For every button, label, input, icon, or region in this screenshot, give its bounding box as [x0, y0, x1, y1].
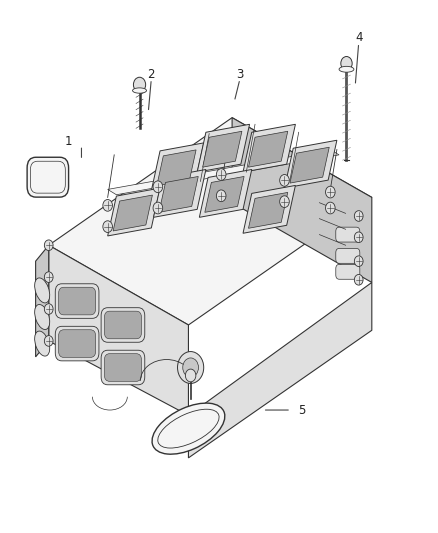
Circle shape — [354, 232, 363, 243]
Ellipse shape — [35, 278, 49, 303]
Circle shape — [44, 240, 53, 251]
FancyBboxPatch shape — [101, 350, 145, 385]
Polygon shape — [248, 192, 288, 228]
FancyBboxPatch shape — [336, 248, 360, 263]
Polygon shape — [49, 118, 372, 325]
Text: 1: 1 — [65, 135, 72, 148]
Ellipse shape — [35, 331, 49, 356]
Circle shape — [216, 190, 226, 201]
Ellipse shape — [35, 304, 49, 329]
FancyBboxPatch shape — [59, 330, 95, 358]
Polygon shape — [188, 282, 372, 458]
Circle shape — [44, 336, 53, 346]
Circle shape — [325, 202, 335, 214]
Polygon shape — [243, 124, 295, 172]
Polygon shape — [151, 143, 204, 191]
Polygon shape — [232, 118, 372, 282]
Polygon shape — [248, 131, 288, 167]
Polygon shape — [113, 195, 152, 231]
Polygon shape — [157, 150, 196, 186]
Circle shape — [183, 358, 198, 377]
Polygon shape — [197, 124, 250, 172]
Polygon shape — [153, 169, 206, 217]
FancyBboxPatch shape — [104, 354, 141, 381]
Circle shape — [216, 168, 226, 180]
Ellipse shape — [133, 88, 147, 93]
Text: 3: 3 — [236, 68, 244, 80]
Circle shape — [354, 256, 363, 266]
Circle shape — [185, 369, 196, 382]
Polygon shape — [108, 188, 160, 236]
Polygon shape — [203, 131, 242, 167]
Text: 5: 5 — [298, 403, 306, 416]
Circle shape — [280, 174, 289, 186]
FancyBboxPatch shape — [101, 308, 145, 342]
Circle shape — [103, 221, 113, 232]
Circle shape — [153, 181, 162, 192]
FancyBboxPatch shape — [27, 157, 69, 197]
Polygon shape — [285, 140, 337, 188]
Circle shape — [177, 352, 204, 383]
Polygon shape — [49, 245, 188, 415]
Polygon shape — [159, 176, 198, 212]
Text: 4: 4 — [355, 31, 363, 44]
Circle shape — [153, 202, 162, 214]
FancyBboxPatch shape — [55, 284, 99, 318]
Circle shape — [103, 199, 113, 211]
FancyBboxPatch shape — [104, 311, 141, 339]
Ellipse shape — [339, 66, 354, 72]
Circle shape — [280, 196, 289, 207]
Polygon shape — [290, 147, 329, 183]
FancyBboxPatch shape — [55, 326, 99, 361]
Circle shape — [354, 211, 363, 221]
Circle shape — [134, 77, 146, 92]
Ellipse shape — [158, 409, 219, 448]
FancyBboxPatch shape — [336, 227, 360, 242]
Ellipse shape — [152, 403, 225, 454]
FancyBboxPatch shape — [336, 264, 360, 279]
Circle shape — [44, 304, 53, 314]
Circle shape — [325, 186, 335, 198]
Polygon shape — [199, 169, 252, 217]
Polygon shape — [35, 245, 49, 357]
FancyBboxPatch shape — [59, 287, 95, 315]
Polygon shape — [243, 185, 295, 233]
Polygon shape — [108, 150, 339, 195]
Text: 2: 2 — [148, 68, 155, 80]
Circle shape — [354, 274, 363, 285]
Circle shape — [341, 56, 352, 70]
Circle shape — [44, 272, 53, 282]
Polygon shape — [205, 176, 244, 212]
